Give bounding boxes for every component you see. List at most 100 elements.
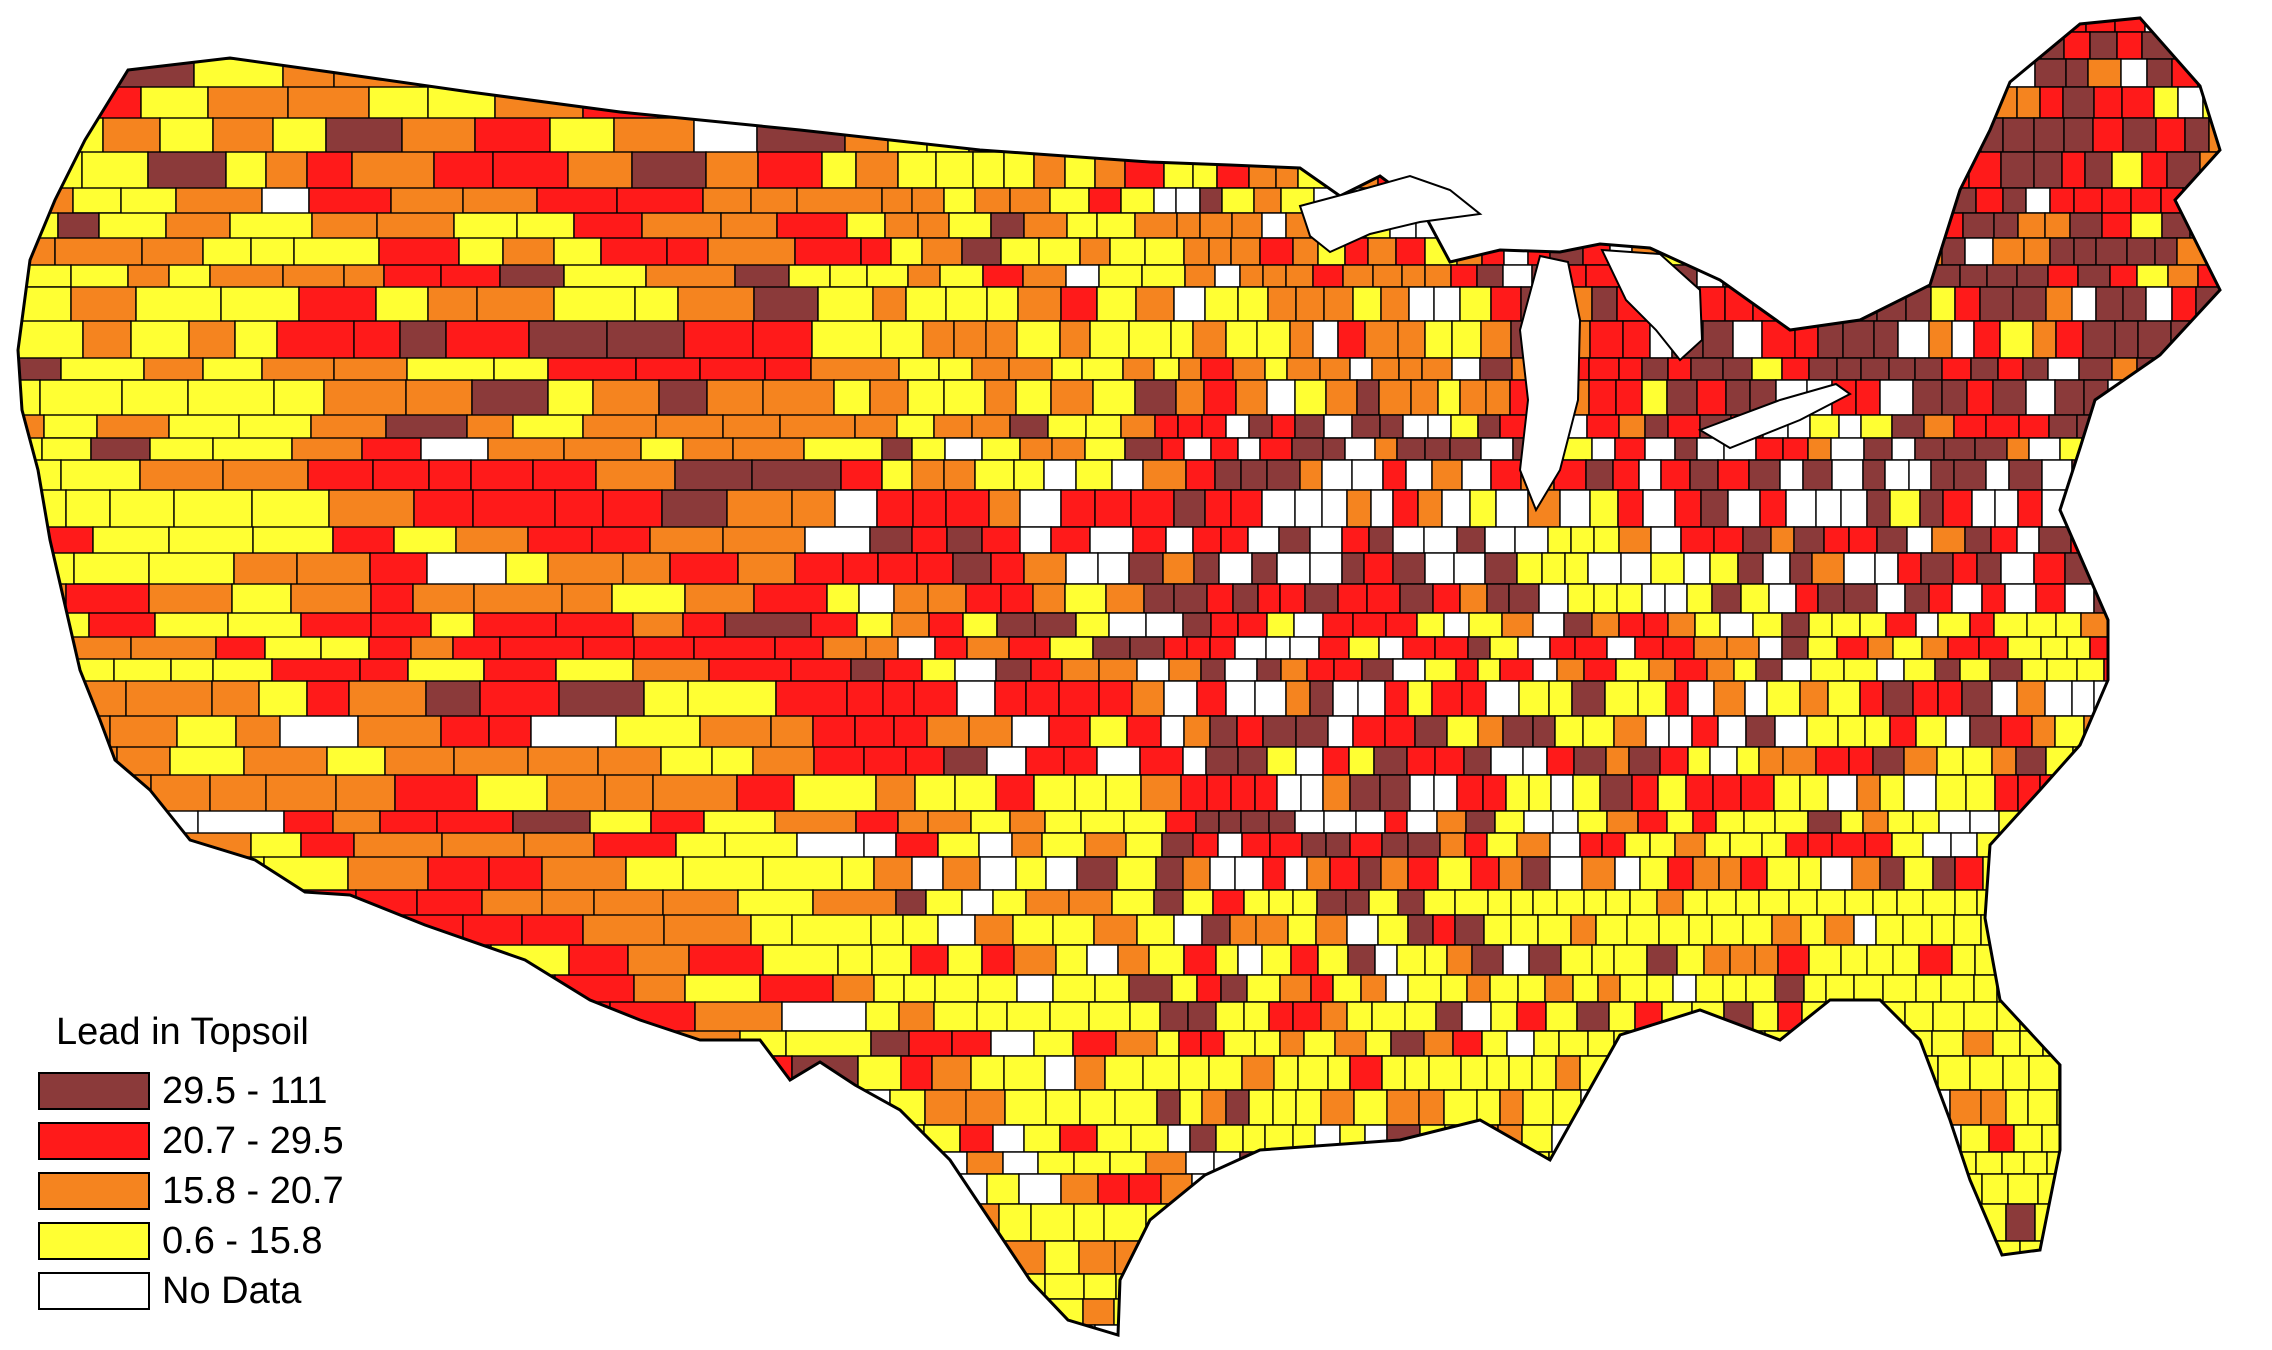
county <box>1733 658 1757 682</box>
county <box>954 774 997 812</box>
county <box>1349 832 1383 858</box>
county <box>915 1240 960 1275</box>
county <box>778 1324 869 1335</box>
county <box>82 810 145 847</box>
county <box>1423 526 1458 554</box>
county <box>1208 1055 1243 1091</box>
county <box>2232 0 2262 32</box>
county <box>1700 187 1735 214</box>
county <box>329 914 398 947</box>
county <box>2145 1173 2177 1205</box>
county <box>2126 944 2157 976</box>
county <box>981 437 1021 461</box>
county <box>1837 237 1863 266</box>
county <box>18 914 42 952</box>
county <box>1134 212 1178 239</box>
county <box>2224 716 2252 747</box>
county <box>18 810 84 838</box>
county <box>1580 86 1604 119</box>
county <box>1147 31 1183 60</box>
county <box>2268 188 2272 213</box>
county <box>1912 680 1939 717</box>
county <box>1508 1055 1533 1091</box>
county <box>1774 810 1809 834</box>
county <box>1075 612 1110 638</box>
county <box>1225 320 1258 359</box>
county <box>943 379 986 416</box>
county <box>1703 944 1731 976</box>
county <box>1438 1324 1472 1335</box>
county <box>1451 320 1482 359</box>
county <box>1352 1273 1379 1300</box>
county <box>2184 414 2217 439</box>
county <box>1310 974 1334 1003</box>
county <box>1490 286 1522 322</box>
county <box>1132 526 1167 554</box>
county <box>897 151 937 189</box>
county <box>1124 437 1163 461</box>
county <box>1759 1055 1783 1091</box>
county <box>2208 1151 2220 1175</box>
county <box>688 1298 774 1332</box>
county <box>1638 459 1662 491</box>
county <box>1043 459 1077 491</box>
county <box>937 832 980 858</box>
county <box>2095 552 2130 585</box>
county <box>792 1151 861 1179</box>
county <box>2008 1273 2040 1300</box>
county <box>18 1324 68 1335</box>
county <box>1155 117 1186 153</box>
county <box>2032 320 2057 359</box>
county <box>951 1030 992 1057</box>
county <box>1892 1089 1919 1126</box>
county <box>1016 974 1054 1003</box>
county <box>1823 526 1850 554</box>
county <box>1853 974 1884 1003</box>
county <box>1887 810 1914 834</box>
county <box>1433 1298 1468 1326</box>
county <box>1452 1240 1484 1275</box>
county <box>2173 18 2205 33</box>
county <box>1292 31 1319 60</box>
lake-huron <box>1600 248 1704 362</box>
county <box>1360 974 1387 1003</box>
county <box>1657 774 1687 812</box>
county <box>2129 1124 2160 1153</box>
county <box>1304 117 1333 153</box>
county <box>2169 1240 2198 1275</box>
county <box>1049 636 1094 660</box>
county <box>1239 264 1264 288</box>
county <box>1641 357 1669 381</box>
county <box>1606 636 1636 660</box>
county <box>1368 889 1399 916</box>
county <box>1953 414 1987 439</box>
county <box>1777 944 1810 976</box>
county <box>1242 1124 1266 1153</box>
county <box>1131 680 1165 717</box>
county <box>1641 31 1666 60</box>
county <box>1706 1124 1730 1153</box>
county <box>1297 58 1328 88</box>
county <box>1008 31 1040 60</box>
county <box>1810 1298 1838 1326</box>
county <box>1446 944 1473 976</box>
county <box>1783 286 1818 322</box>
county <box>1376 1298 1402 1326</box>
county <box>1591 944 1615 976</box>
county <box>1950 1273 1985 1300</box>
county <box>662 31 721 79</box>
county <box>2186 944 2216 976</box>
county <box>1727 489 1761 528</box>
county <box>1596 58 1621 88</box>
county <box>1158 1273 1182 1300</box>
county <box>1234 1240 1268 1275</box>
county <box>2007 1173 2039 1205</box>
county <box>1341 526 1370 554</box>
county <box>1463 746 1492 776</box>
county <box>1969 715 2002 748</box>
county <box>1487 889 1512 916</box>
county <box>2063 944 2097 976</box>
county <box>1104 1055 1144 1091</box>
county <box>1502 264 1533 288</box>
county <box>1182 856 1211 891</box>
